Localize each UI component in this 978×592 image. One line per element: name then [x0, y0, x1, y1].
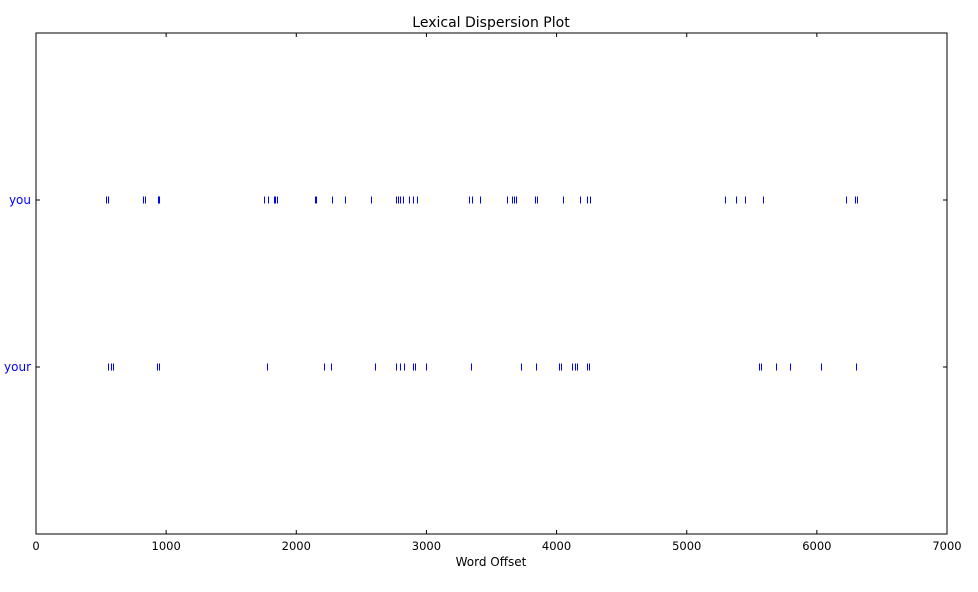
- chart-title: Lexical Dispersion Plot: [412, 15, 570, 31]
- category-label-you: you: [9, 193, 31, 207]
- x-tick-label: 1000: [152, 539, 181, 553]
- x-tick-label: 0: [32, 539, 39, 553]
- category-label-your: your: [4, 360, 31, 374]
- plot-area: [35, 32, 948, 535]
- x-tick-label: 5000: [672, 539, 701, 553]
- x-tick-label: 6000: [802, 539, 831, 553]
- dispersion-marks: [106, 196, 858, 371]
- x-tick-label: 2000: [282, 539, 311, 553]
- y-axis-categories: you your: [4, 193, 947, 374]
- x-axis-ticks: 0 1000 2000 3000 4000 5000 6000 7000: [32, 33, 962, 553]
- x-tick-label: 3000: [412, 539, 441, 553]
- x-tick-label: 7000: [932, 539, 961, 553]
- x-axis-label: Word Offset: [456, 555, 527, 569]
- x-tick-label: 4000: [542, 539, 571, 553]
